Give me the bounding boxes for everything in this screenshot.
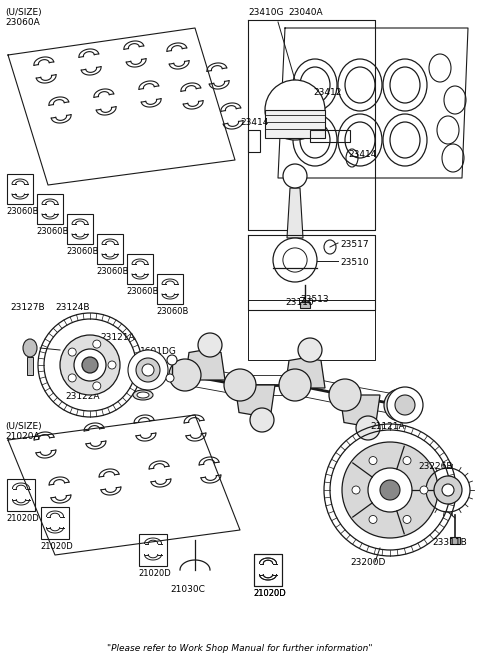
Circle shape (283, 248, 307, 272)
Circle shape (403, 516, 411, 523)
FancyBboxPatch shape (450, 537, 460, 544)
Circle shape (356, 416, 380, 440)
Text: "Please refer to Work Shop Manual for further information": "Please refer to Work Shop Manual for fu… (107, 644, 373, 653)
Polygon shape (185, 350, 225, 380)
Text: 23124B: 23124B (55, 303, 89, 312)
Text: 23517: 23517 (340, 240, 369, 249)
Text: 23513: 23513 (300, 295, 329, 304)
Circle shape (108, 361, 116, 369)
Circle shape (169, 359, 201, 391)
Circle shape (68, 348, 76, 356)
Text: 23060B: 23060B (6, 207, 38, 216)
Text: 21020D: 21020D (40, 542, 73, 551)
Text: 23412: 23412 (313, 88, 341, 97)
Polygon shape (340, 395, 380, 425)
Text: 1601DG: 1601DG (140, 347, 177, 356)
FancyBboxPatch shape (300, 302, 310, 308)
Circle shape (198, 333, 222, 357)
Circle shape (420, 486, 428, 494)
Circle shape (395, 395, 415, 415)
Text: 23060B: 23060B (66, 247, 98, 256)
Text: 23226B: 23226B (418, 462, 453, 471)
Text: 23121A: 23121A (100, 333, 134, 342)
Circle shape (369, 516, 377, 523)
Text: 23060B: 23060B (36, 227, 68, 236)
Text: 23414: 23414 (348, 150, 376, 159)
Text: 21020A: 21020A (5, 432, 40, 441)
Circle shape (434, 476, 462, 504)
Text: (U/SIZE): (U/SIZE) (5, 8, 42, 17)
Circle shape (369, 457, 377, 464)
Polygon shape (235, 385, 275, 415)
Text: (U/SIZE): (U/SIZE) (5, 422, 42, 431)
Polygon shape (287, 188, 303, 238)
Circle shape (329, 379, 361, 411)
Circle shape (142, 364, 154, 376)
Text: 21020D: 21020D (253, 589, 286, 598)
Circle shape (136, 358, 160, 382)
Circle shape (265, 80, 325, 140)
Circle shape (82, 357, 98, 373)
Circle shape (74, 349, 106, 381)
Circle shape (93, 340, 101, 348)
Circle shape (387, 387, 423, 423)
Circle shape (298, 338, 322, 362)
Text: 23410G: 23410G (248, 8, 284, 17)
Circle shape (167, 355, 177, 365)
Circle shape (128, 350, 168, 390)
Circle shape (342, 442, 438, 538)
Text: 23414: 23414 (240, 118, 268, 127)
Text: 23060B: 23060B (96, 267, 128, 276)
Text: 21020D: 21020D (6, 514, 39, 523)
Text: 23122A: 23122A (65, 392, 99, 401)
Ellipse shape (133, 390, 153, 400)
Text: 23311B: 23311B (432, 538, 467, 547)
Circle shape (279, 369, 311, 401)
Text: 23110: 23110 (285, 298, 313, 307)
Circle shape (166, 374, 174, 382)
FancyBboxPatch shape (27, 357, 33, 375)
Text: 21030C: 21030C (170, 585, 205, 594)
Text: 23125: 23125 (128, 361, 156, 370)
Text: 23060A: 23060A (5, 18, 40, 27)
Circle shape (442, 484, 454, 496)
Circle shape (60, 335, 120, 395)
Circle shape (250, 408, 274, 432)
Circle shape (283, 164, 307, 188)
Polygon shape (285, 358, 325, 388)
Text: 23060B: 23060B (126, 287, 158, 296)
Text: 21020D: 21020D (253, 589, 286, 598)
Circle shape (384, 389, 416, 421)
Text: 21121A: 21121A (370, 422, 405, 431)
Circle shape (352, 486, 360, 494)
Circle shape (380, 480, 400, 500)
Ellipse shape (137, 392, 149, 398)
Text: 23040A: 23040A (288, 8, 323, 17)
Circle shape (68, 374, 76, 382)
FancyBboxPatch shape (265, 110, 325, 138)
Text: 23060B: 23060B (156, 307, 188, 316)
Text: 23127B: 23127B (10, 303, 45, 312)
Circle shape (273, 238, 317, 282)
Circle shape (368, 468, 412, 512)
Text: 21020D: 21020D (138, 569, 171, 578)
Ellipse shape (23, 339, 37, 357)
Text: 23200D: 23200D (350, 558, 385, 567)
Circle shape (93, 382, 101, 390)
Circle shape (224, 369, 256, 401)
Text: 23510: 23510 (340, 258, 369, 267)
Circle shape (403, 457, 411, 464)
